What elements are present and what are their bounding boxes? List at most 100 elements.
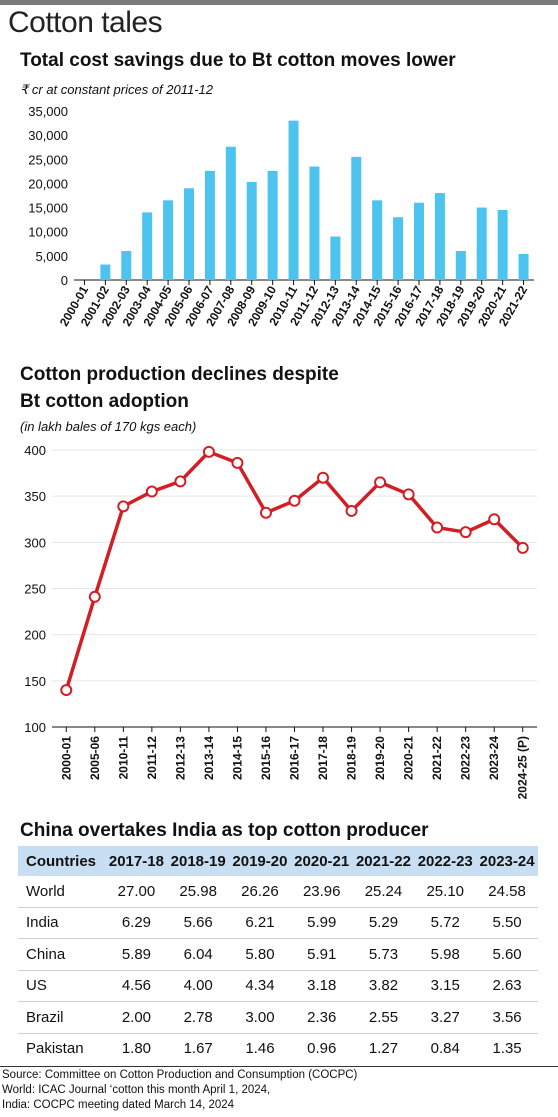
table-cell-value: 6.04 [167, 938, 230, 971]
line-point [317, 471, 330, 484]
line-point [117, 500, 130, 513]
bar [434, 193, 445, 280]
table-cell-value: 5.99 [290, 907, 353, 939]
table-cell-value: 1.27 [368, 1040, 399, 1058]
table-cell-value: 0.96 [307, 1040, 337, 1058]
table-header-year: 2020-21 [290, 846, 353, 876]
bar-y-tick-label: 30,000 [28, 128, 68, 143]
bar [414, 202, 424, 280]
table-cell-value: 5.91 [290, 938, 353, 971]
table-cell-value: 26.26 [229, 876, 291, 908]
bar-chart-unit-label: ₹ cr at constant prices of 2011-12 [20, 82, 214, 97]
line-point [145, 485, 158, 498]
line-x-tick-label: 2011-12 [145, 736, 159, 780]
bar [163, 200, 174, 280]
line-x-tick-label: 2022-23 [459, 736, 473, 780]
line-point [88, 590, 101, 603]
table-row: US 4.56 4.00 4.34 3.18 3.82 3.15 2.63 [18, 970, 538, 1002]
line-x-tick-label: 2015-16 [259, 736, 273, 780]
source-line-2: World: ICAC Journal ‘cotton this month A… [2, 1084, 271, 1096]
bar-y-tick-label: 0 [61, 273, 68, 288]
table-cell-value: 3.00 [229, 1001, 291, 1034]
line-y-tick-label: 350 [24, 489, 46, 504]
line-x-tick-label: 2019-20 [373, 736, 387, 780]
table-row: Brazil 2.00 2.78 3.00 2.36 2.55 3.27 3.56 [18, 1001, 538, 1034]
table-cell-value: 2.55 [352, 1001, 415, 1034]
bar [476, 207, 487, 280]
bar-y-tick-label: 25,000 [28, 152, 68, 167]
line-chart-unit-label: (in lakh bales of 170 kgs each) [20, 419, 197, 434]
bar [184, 188, 194, 280]
table-header-year: 2017-18 [105, 846, 168, 876]
table-cell-value: 2.36 [290, 1001, 353, 1034]
table-cell-value: 0.84 [430, 1040, 460, 1058]
table-cell-value: 3.18 [290, 970, 353, 1002]
table-row: China 5.89 6.04 5.80 5.91 5.73 5.98 5.60 [18, 938, 538, 971]
bar [246, 181, 257, 280]
table-title: China overtakes India as top cotton prod… [20, 820, 429, 841]
table-header-year: 2019-20 [229, 846, 291, 876]
table-cell-country: China [18, 938, 106, 971]
table-cell-value: 5.29 [352, 907, 415, 939]
line-x-tick-label: 2016-17 [288, 736, 302, 780]
table-cell-value: 4.34 [229, 970, 291, 1002]
line-point [345, 504, 358, 517]
table-cell-value: 2.63 [476, 970, 538, 1002]
line-point [431, 521, 444, 534]
line-y-tick-label: 150 [24, 674, 46, 689]
bar [225, 146, 236, 280]
line-point [174, 475, 187, 488]
bar [351, 156, 362, 280]
bar [497, 209, 508, 280]
table-cell-value: 5.73 [352, 938, 415, 971]
bar [372, 200, 383, 280]
table-row: Pakistan 1.80 1.67 1.46 0.96 1.27 0.84 1.35 [18, 1033, 538, 1064]
line-point [60, 684, 73, 697]
bar-y-tick-label: 15,000 [28, 201, 68, 216]
page-title: Cotton tales [8, 6, 163, 39]
line-x-tick-label: 2024-25 (P) [516, 736, 530, 799]
line-point [516, 541, 529, 554]
bar [142, 212, 153, 280]
bar [330, 236, 341, 280]
line-x-tick-label: 2010-11 [116, 736, 130, 780]
table-cell-value: 1.80 [121, 1040, 152, 1058]
line-x-tick-label: 2013-14 [202, 736, 216, 780]
line-y-tick-label: 300 [24, 535, 46, 550]
bar [288, 120, 299, 281]
bar [204, 170, 215, 280]
bar-y-tick-label: 35,000 [28, 104, 68, 119]
table-cell-value: 4.56 [105, 970, 168, 1002]
top-bar [0, 0, 558, 5]
table-cell-value: 25.98 [167, 876, 230, 908]
table-cell-value: 5.98 [414, 938, 477, 971]
table-cell-value: 6.29 [105, 907, 168, 939]
table-row: India 6.29 5.66 6.21 5.99 5.29 5.72 5.50 [18, 907, 538, 939]
table-cell-value: 5.50 [476, 907, 538, 939]
table-cell-value: 5.80 [229, 938, 291, 971]
line-point [231, 456, 244, 469]
bar-y-tick-label: 10,000 [28, 225, 68, 240]
source-divider [0, 1066, 558, 1067]
table-cell-value: 23.96 [290, 876, 353, 908]
source-line-3: India: COCPC meeting dated March 14, 202… [2, 1099, 235, 1111]
table-cell-value: 24.58 [476, 876, 538, 908]
table-cell-value: 27.00 [105, 876, 168, 908]
bar-chart-title: Total cost savings due to Bt cotton move… [20, 50, 456, 71]
table-header-year: 2023-24 [476, 846, 538, 876]
bar-y-tick-label: 5,000 [35, 249, 68, 264]
line-x-tick-label: 2021-22 [430, 736, 444, 780]
line-x-tick-label: 2000-01 [59, 736, 73, 780]
table-cell-value: 25.10 [414, 876, 477, 908]
table-cell-value: 5.89 [105, 938, 168, 971]
table-cell-country: US [18, 970, 106, 1002]
table-cell-country: Brazil [18, 1001, 106, 1034]
line-y-tick-label: 100 [24, 720, 46, 735]
bar-y-tick-label: 20,000 [28, 176, 68, 191]
table-header-countries: Countries [18, 846, 106, 876]
line-chart-title-line-1: Cotton production declines despite [20, 364, 339, 385]
table-row: World 27.00 25.98 26.26 23.96 25.24 25.10 24.58 [18, 876, 538, 908]
table-cell-value: 2.00 [105, 1001, 168, 1034]
table-header-row: Countries 2017-18 2018-19 2019-20 2020-21 202… [18, 846, 538, 876]
bar [121, 251, 132, 280]
